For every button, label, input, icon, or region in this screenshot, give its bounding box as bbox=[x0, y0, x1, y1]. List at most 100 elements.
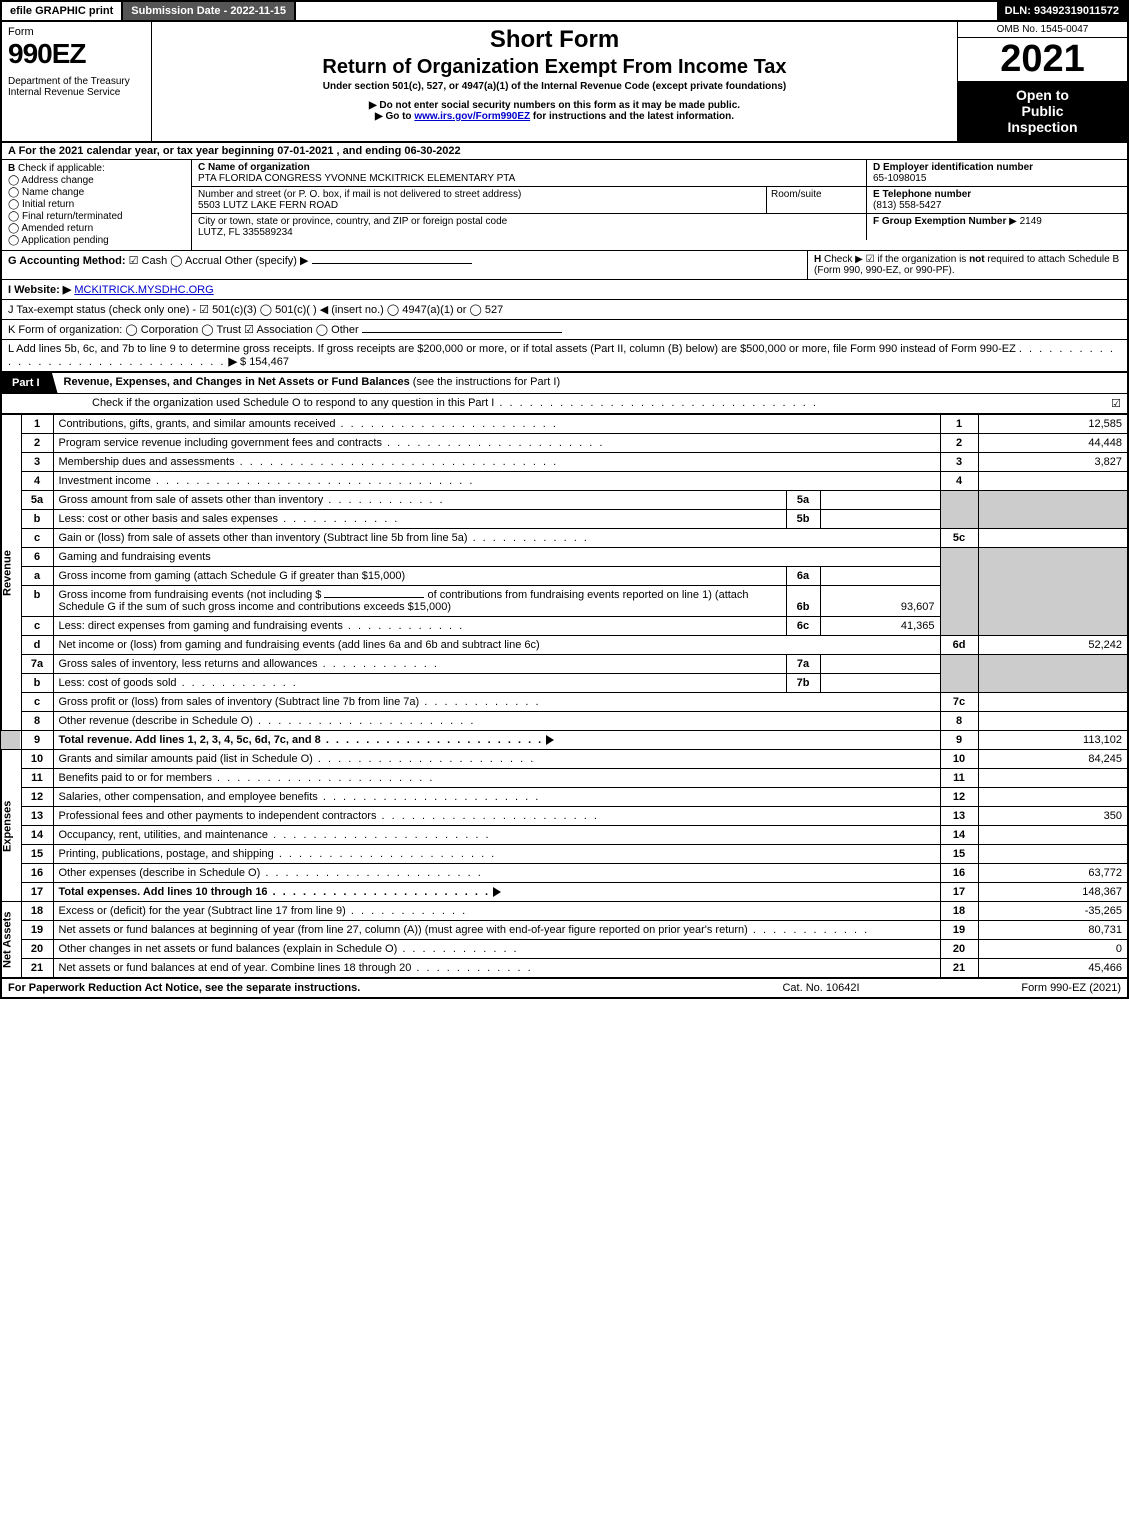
row-11-num: 11 bbox=[940, 769, 978, 788]
row-5b-sublab: 5b bbox=[786, 510, 820, 529]
page-footer: For Paperwork Reduction Act Notice, see … bbox=[0, 978, 1129, 999]
row-6a-sublab: 6a bbox=[786, 567, 820, 586]
row-7c-desc: Gross profit or (loss) from sales of inv… bbox=[59, 696, 541, 708]
section-revenue-label: Revenue bbox=[1, 415, 21, 731]
website-link[interactable]: MCKITRICK.MYSDHC.ORG bbox=[74, 284, 213, 296]
chk-application-pending[interactable]: ◯ Application pending bbox=[8, 235, 185, 246]
row-5c: cGain or (loss) from sale of assets othe… bbox=[1, 529, 1128, 548]
c-name-block: C Name of organization PTA FLORIDA CONGR… bbox=[192, 160, 867, 186]
arrow-icon bbox=[493, 887, 501, 897]
under-section-note: Under section 501(c), 527, or 4947(a)(1)… bbox=[158, 81, 951, 92]
row-5c-val bbox=[978, 529, 1128, 548]
goto-link[interactable]: www.irs.gov/Form990EZ bbox=[414, 111, 530, 122]
part-i-schedule-o-check[interactable]: ☑ bbox=[1111, 397, 1121, 410]
chk-name-change[interactable]: ◯ Name change bbox=[8, 187, 185, 198]
header-right: OMB No. 1545-0047 2021 Open to Public In… bbox=[957, 22, 1127, 141]
row-15: 15Printing, publications, postage, and s… bbox=[1, 845, 1128, 864]
top-bar: efile GRAPHIC print Submission Date - 20… bbox=[0, 0, 1129, 22]
chk-application-pending-label: Application pending bbox=[21, 235, 108, 246]
chk-final-return-label: Final return/terminated bbox=[22, 211, 123, 222]
row-7b-subval bbox=[820, 674, 940, 693]
row-18-val: -35,265 bbox=[978, 902, 1128, 921]
row-15-num: 15 bbox=[940, 845, 978, 864]
row-14: 14Occupancy, rent, utilities, and mainte… bbox=[1, 826, 1128, 845]
dln-label: DLN: 93492319011572 bbox=[997, 2, 1127, 20]
no-ssn-note: ▶ Do not enter social security numbers o… bbox=[158, 100, 951, 111]
c-name-label: C Name of organization bbox=[198, 162, 310, 173]
row-13-desc: Professional fees and other payments to … bbox=[59, 810, 599, 822]
chk-amended-return-label: Amended return bbox=[21, 223, 93, 234]
row-6b-contrib-input[interactable] bbox=[324, 597, 424, 598]
row-11: 11Benefits paid to or for members11 bbox=[1, 769, 1128, 788]
main-title: Return of Organization Exempt From Incom… bbox=[158, 56, 951, 79]
row-14-val bbox=[978, 826, 1128, 845]
row-19-desc: Net assets or fund balances at beginning… bbox=[59, 924, 870, 936]
row-3: 3Membership dues and assessments33,827 bbox=[1, 453, 1128, 472]
row-5c-desc: Gain or (loss) from sale of assets other… bbox=[59, 532, 589, 544]
row-11-val bbox=[978, 769, 1128, 788]
g-label: G Accounting Method: bbox=[8, 255, 126, 267]
row-5a-subval bbox=[820, 491, 940, 510]
col-cdef: C Name of organization PTA FLORIDA CONGR… bbox=[192, 160, 1127, 250]
row-l-gross-receipts: L Add lines 5b, 6c, and 7b to line 9 to … bbox=[0, 340, 1129, 372]
inspect-3: Inspection bbox=[962, 119, 1123, 135]
goto-pre: ▶ Go to bbox=[375, 111, 414, 122]
f-group-block: F Group Exemption Number ▶ 2149 bbox=[867, 214, 1127, 240]
form-number: 990EZ bbox=[8, 38, 145, 70]
efile-print-label: efile GRAPHIC print bbox=[2, 2, 123, 20]
other-specify-input[interactable] bbox=[312, 263, 472, 264]
row-2-val: 44,448 bbox=[978, 434, 1128, 453]
part-i-sub: Check if the organization used Schedule … bbox=[0, 394, 1129, 414]
phone-value: (813) 558-5427 bbox=[873, 200, 941, 211]
chk-address-change[interactable]: ◯ Address change bbox=[8, 175, 185, 186]
inspect-1: Open to bbox=[962, 87, 1123, 103]
row-5b-subval bbox=[820, 510, 940, 529]
row-6a-subval bbox=[820, 567, 940, 586]
form-header: Form 990EZ Department of the Treasury In… bbox=[0, 22, 1129, 143]
row-4-desc: Investment income bbox=[59, 475, 475, 487]
part-i-table: Revenue 1Contributions, gifts, grants, a… bbox=[0, 414, 1129, 978]
cash-label: Cash bbox=[142, 255, 168, 267]
row-6d-val: 52,242 bbox=[978, 636, 1128, 655]
row-6: 6Gaming and fundraising events bbox=[1, 548, 1128, 567]
row-7b-desc: Less: cost of goods sold bbox=[59, 677, 298, 689]
ein-value: 65-1098015 bbox=[873, 173, 926, 184]
chk-cash[interactable]: ☑ bbox=[129, 255, 139, 267]
row-21-num: 21 bbox=[940, 959, 978, 978]
row-5a-desc: Gross amount from sale of assets other t… bbox=[59, 494, 445, 506]
row-6d-desc: Net income or (loss) from gaming and fun… bbox=[53, 636, 940, 655]
cat-number: Cat. No. 10642I bbox=[721, 982, 921, 994]
row-18-num: 18 bbox=[940, 902, 978, 921]
row-13: 13Professional fees and other payments t… bbox=[1, 807, 1128, 826]
row-19-val: 80,731 bbox=[978, 921, 1128, 940]
row-16: 16Other expenses (describe in Schedule O… bbox=[1, 864, 1128, 883]
row-10: Expenses 10Grants and similar amounts pa… bbox=[1, 750, 1128, 769]
g-accounting-method: G Accounting Method: ☑ Cash ◯ Accrual Ot… bbox=[2, 251, 807, 279]
row-2-desc: Program service revenue including govern… bbox=[59, 437, 605, 449]
k-text: K Form of organization: ◯ Corporation ◯ … bbox=[8, 324, 359, 336]
row-20-desc: Other changes in net assets or fund bala… bbox=[59, 943, 519, 955]
form-word: Form bbox=[8, 26, 145, 38]
row-7a: 7aGross sales of inventory, less returns… bbox=[1, 655, 1128, 674]
row-6b-sublab: 6b bbox=[786, 586, 820, 617]
row-6c-sublab: 6c bbox=[786, 617, 820, 636]
section-expenses-label: Expenses bbox=[1, 750, 21, 902]
row-18-desc: Excess or (deficit) for the year (Subtra… bbox=[59, 905, 468, 917]
chk-amended-return[interactable]: ◯ Amended return bbox=[8, 223, 185, 234]
row-1: Revenue 1Contributions, gifts, grants, a… bbox=[1, 415, 1128, 434]
chk-accrual[interactable]: ◯ bbox=[170, 255, 182, 267]
row-12-num: 12 bbox=[940, 788, 978, 807]
d-ein-block: D Employer identification number 65-1098… bbox=[867, 160, 1127, 186]
chk-final-return[interactable]: ◯ Final return/terminated bbox=[8, 211, 185, 222]
pra-notice: For Paperwork Reduction Act Notice, see … bbox=[8, 982, 721, 994]
row-4: 4Investment income4 bbox=[1, 472, 1128, 491]
row-17: 17Total expenses. Add lines 10 through 1… bbox=[1, 883, 1128, 902]
row-3-val: 3,827 bbox=[978, 453, 1128, 472]
k-other-input[interactable] bbox=[362, 332, 562, 333]
chk-initial-return[interactable]: ◯ Initial return bbox=[8, 199, 185, 210]
f-arrow: ▶ bbox=[1009, 216, 1017, 227]
h-not: not bbox=[969, 254, 985, 265]
row-1-num: 1 bbox=[940, 415, 978, 434]
row-12-val bbox=[978, 788, 1128, 807]
row-6d-num: 6d bbox=[940, 636, 978, 655]
